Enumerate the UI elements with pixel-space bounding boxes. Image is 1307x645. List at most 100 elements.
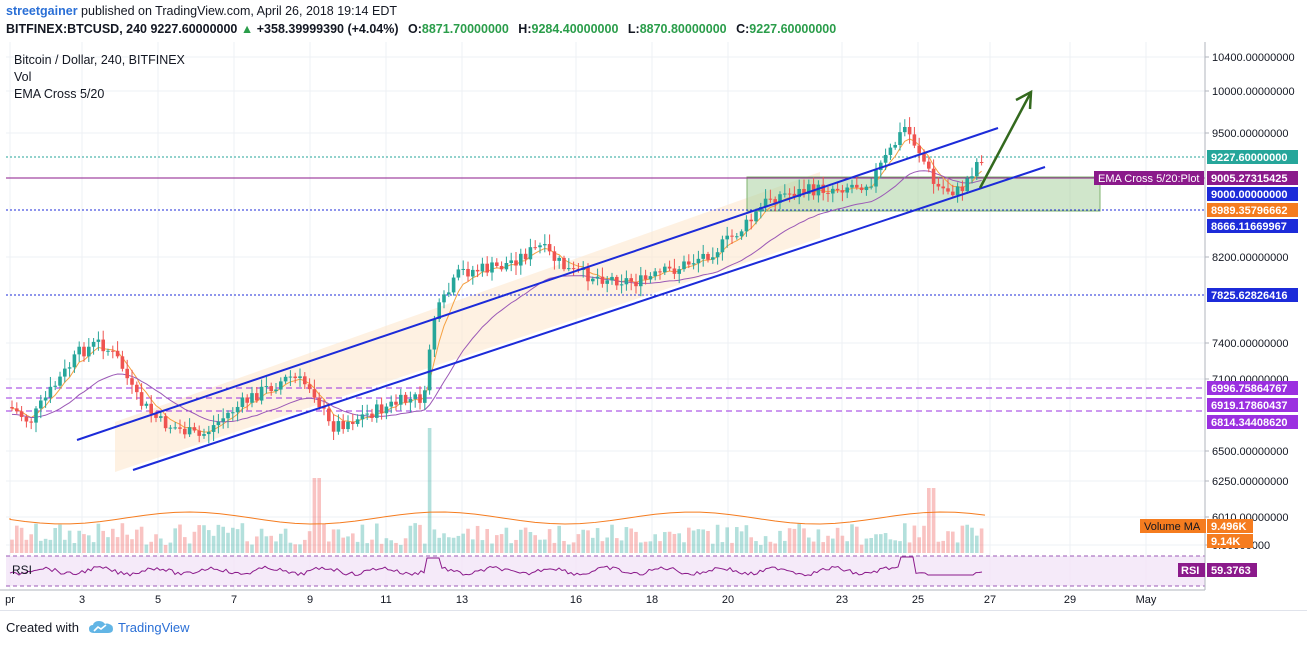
candle-body [235,406,240,413]
volume-bar [975,535,979,553]
tradingview-link[interactable]: TradingView [118,620,190,635]
candle-body [567,268,571,270]
high-label: H: [518,22,532,36]
volume-bar [725,527,729,553]
volume-bar [658,541,662,553]
candle-body [159,416,163,418]
volume-bar [533,535,537,553]
volume-bar [528,532,533,553]
volume-bar [735,527,739,553]
candle-body [979,162,984,164]
candle-body [552,251,557,261]
volume-bar [53,527,57,553]
volume-bar [408,525,413,553]
volume-bar [29,534,33,553]
volume-bar [437,537,441,553]
volume-bar [466,528,470,553]
volume-bar [802,528,806,553]
volume-bar [888,539,893,553]
candle-body [48,386,53,398]
candle-body [562,257,566,270]
volume-bar [58,524,62,553]
volume-bar [288,542,293,553]
open-label: O: [408,22,422,36]
author-link[interactable]: streetgainer [6,4,78,18]
candle-body [648,276,653,280]
volume-bar [490,543,494,553]
volume-bar [965,524,969,553]
volume-bar [447,537,451,553]
volume-tag-label: 9.496K [1211,521,1247,533]
candle-body [936,183,941,187]
volume-bar [811,541,816,553]
volume-bar [629,528,633,553]
candle-body [543,244,547,246]
legend-ema: EMA Cross 5/20 [14,87,105,101]
volume-bar [600,541,605,553]
volume-bar [831,538,835,553]
candle-body [221,418,225,422]
volume-bar [192,531,197,553]
chart-area[interactable]: RSI 10400.00000000 10000.00000000 9500.000… [0,42,1307,610]
volume-bar [67,530,72,553]
volume-bar [370,539,374,553]
volume-bar [845,541,849,553]
volume-bar [931,488,936,553]
tradingview-cloud-icon [89,621,113,633]
ema-tag-box [1094,171,1204,185]
candle-body [135,384,139,393]
time-tick-label: 11 [380,594,391,606]
candle-body [975,162,979,177]
candle-body [687,261,691,265]
rsi-value-tag [1207,563,1257,577]
volume-bar [135,529,139,553]
candle-body [163,416,168,429]
volume-bar [667,531,672,553]
volume-bar [427,428,432,553]
volume-bar [720,542,725,553]
volume-bar [523,527,528,553]
candle-body [677,269,681,274]
volume-bar [259,528,264,553]
volume-bar [475,525,480,553]
candle-body [336,421,341,432]
candle-body [120,356,125,369]
candle-body [682,261,686,270]
candle-body [499,265,504,270]
legend-title: Bitcoin / Dollar, 240, BITFINEX [14,53,185,67]
candle-body [855,184,859,188]
volume-bar [639,542,643,553]
volume-bar [461,533,465,553]
candle-body [250,393,254,403]
candle-body [231,412,235,414]
candle-body [946,188,950,192]
time-axis: pr 3 5 7 9 11 13 16 18 20 23 25 27 29 May [0,589,1205,606]
candle-body [634,281,638,287]
volume-bar [571,542,576,553]
candle-body [317,397,321,408]
candle-body [869,186,873,188]
volume-bar [538,539,542,553]
volume-bar [783,540,787,553]
candle-body [274,389,278,392]
candle-body [696,258,701,264]
volume-bar [778,530,782,553]
candle-body [504,263,509,270]
volume-bar [183,537,187,553]
volume-bar [485,528,489,553]
candle-body [749,219,753,222]
time-tick-label: 13 [456,594,468,606]
price-tag [1207,203,1298,217]
high-value: 9284.40000000 [531,22,619,36]
candle-body [115,350,120,357]
candle-body [783,193,787,195]
volume-bar [797,523,801,553]
candle-body [53,385,57,387]
volume-bar [816,529,821,553]
price-chart[interactable]: RSI 10400.00000000 10000.00000000 9500.000… [0,42,1307,610]
time-tick-label: 25 [912,594,924,606]
volume-bar [691,530,696,553]
volume-bar [274,541,278,553]
volume-bar [159,538,163,553]
close-value: 9227.60000000 [749,22,837,36]
